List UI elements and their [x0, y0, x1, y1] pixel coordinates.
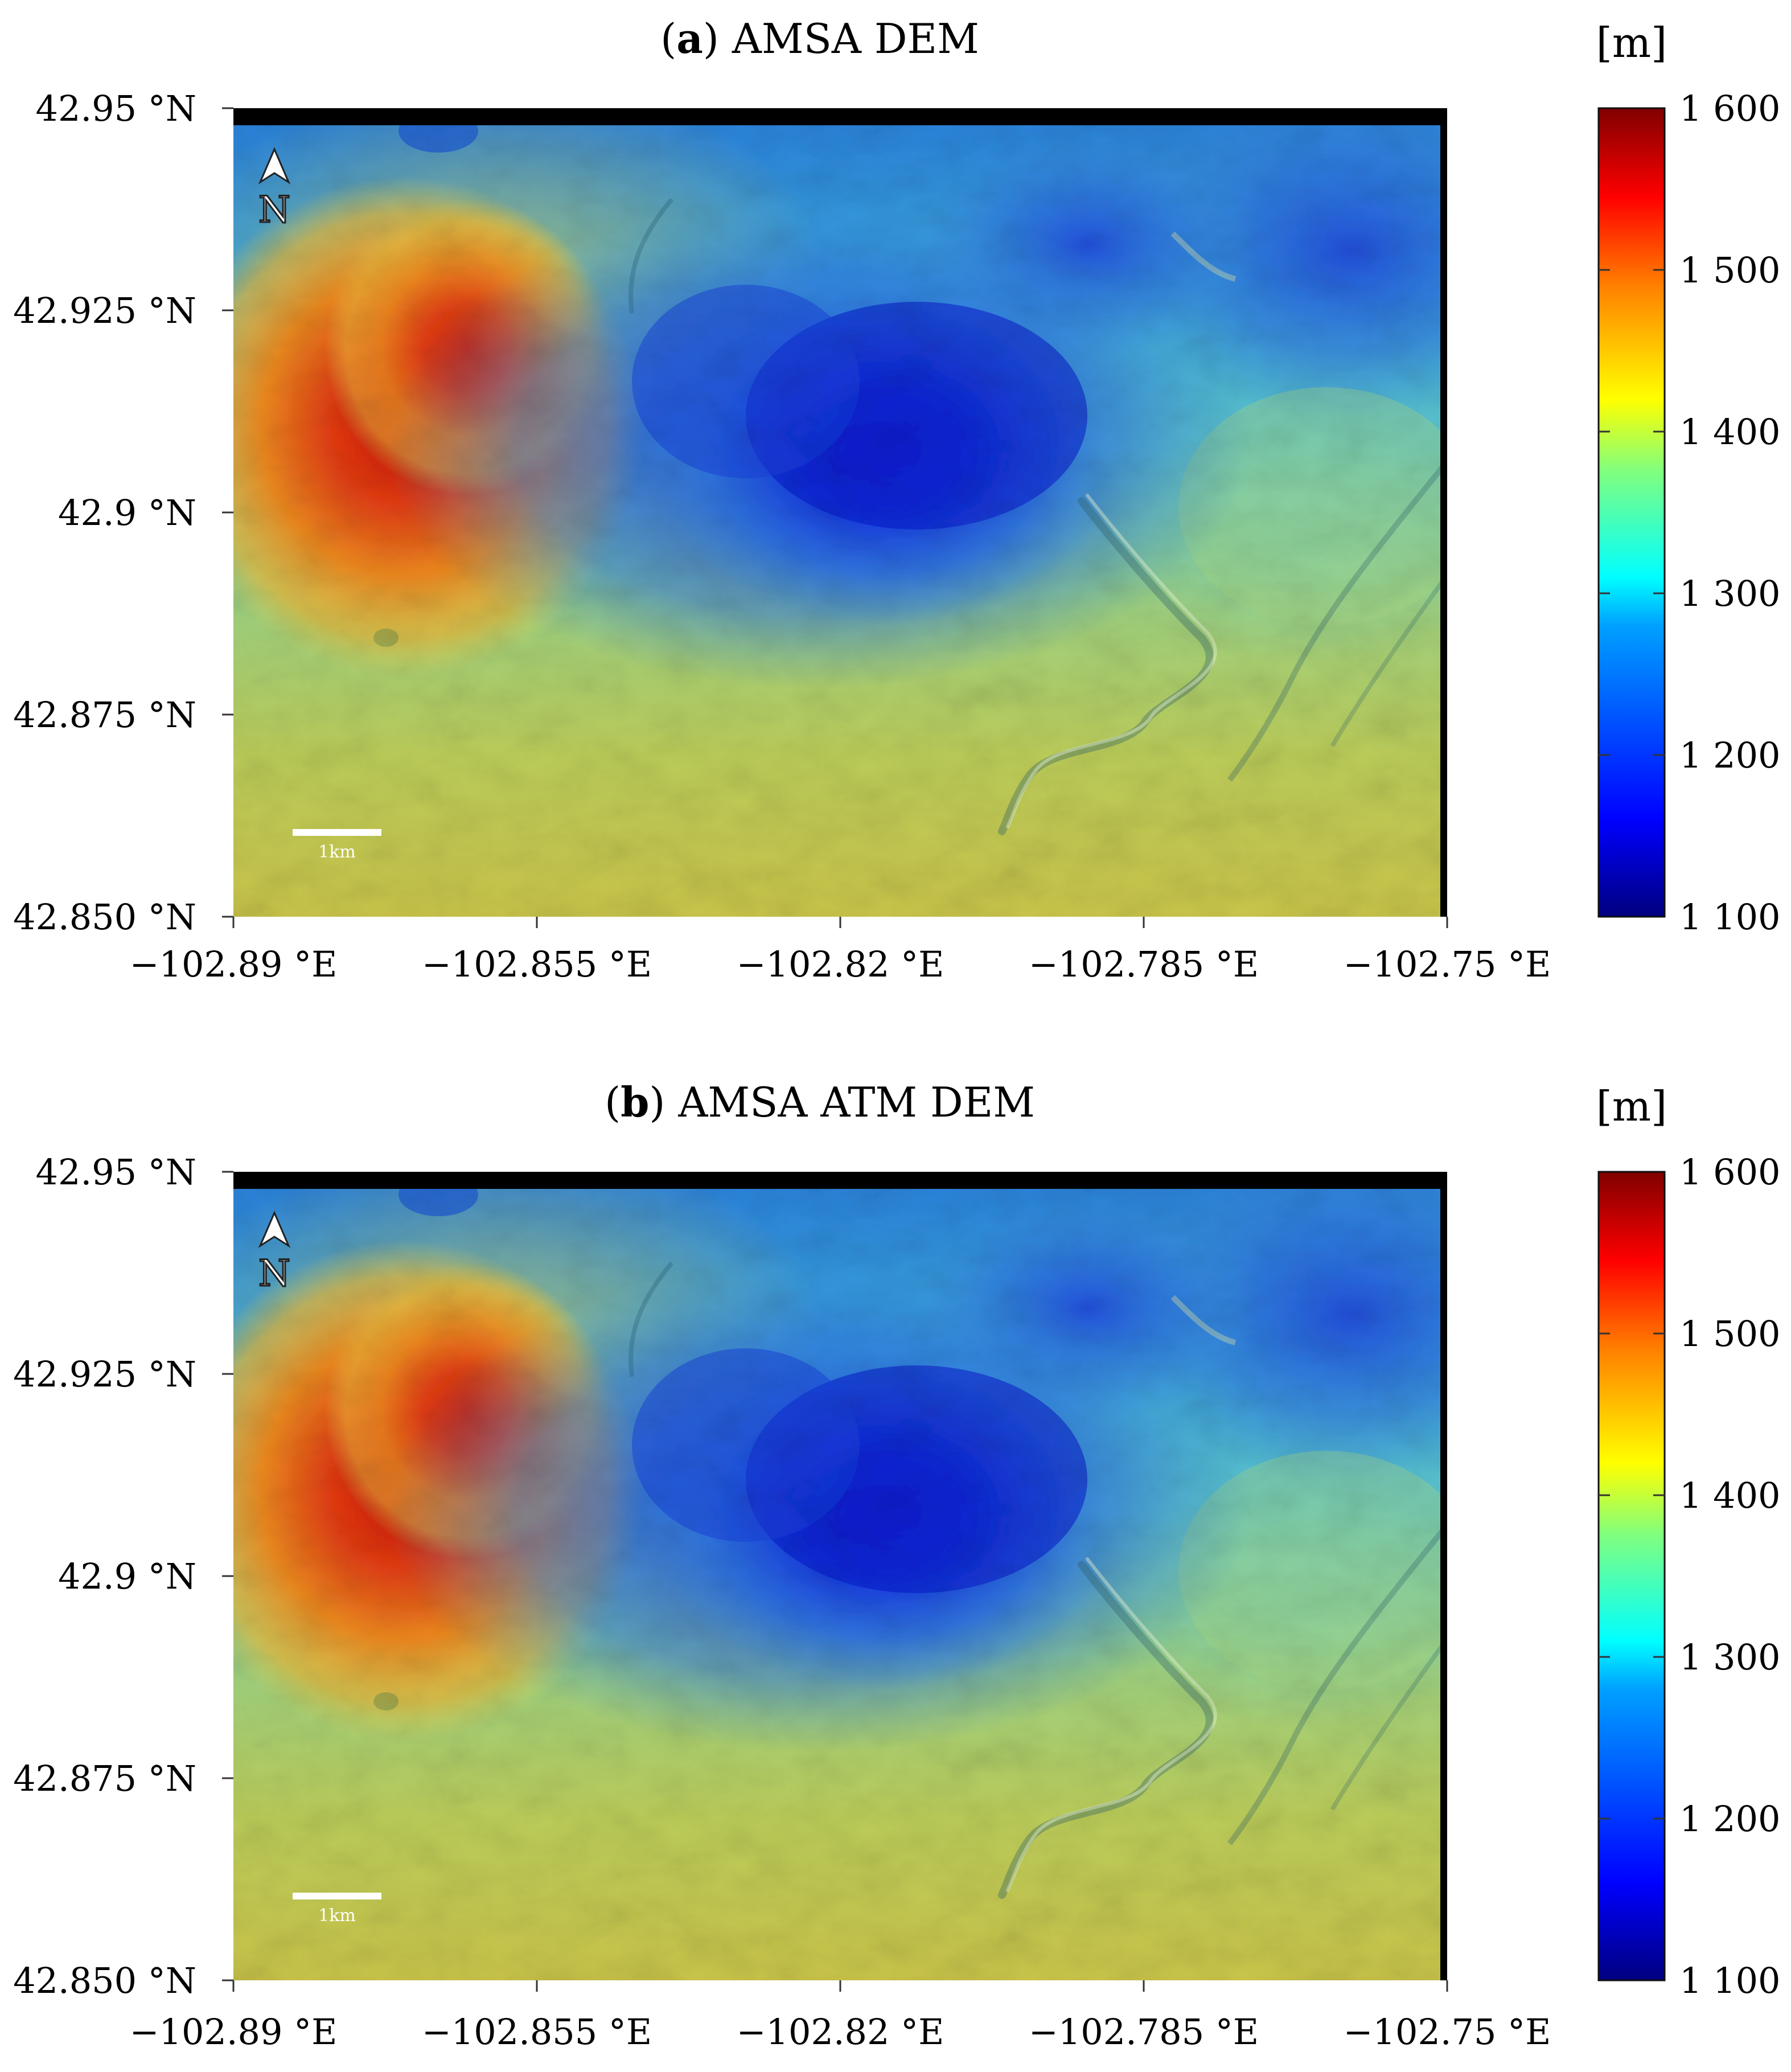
colorbar-tick-label: 1 600 [1679, 88, 1781, 129]
y-axis-labels: 42.95 °N 42.925 °N 42.9 °N 42.875 °N 42.… [13, 1151, 196, 2001]
axis-ticks [222, 107, 1448, 928]
panel-b: (b) AMSA ATM DEM N 1km [13, 1078, 1780, 2053]
y-tick-label: 42.925 °N [13, 290, 196, 331]
y-tick-label: 42.95 °N [36, 1151, 196, 1193]
no-data-strip-top [233, 1172, 1447, 1189]
y-tick-label: 42.875 °N [13, 1758, 196, 1799]
y-tick-label: 42.925 °N [13, 1353, 196, 1395]
x-tick-label: −102.89 °E [130, 2011, 338, 2053]
x-tick-label: −102.75 °E [1344, 943, 1551, 985]
y-tick-label: 42.9 °N [58, 1556, 196, 1597]
x-axis-labels: −102.89 °E −102.855 °E −102.82 °E −102.7… [130, 2011, 1551, 2053]
x-tick-label: −102.82 °E [737, 943, 944, 985]
colorbar-tick-label: 1 200 [1679, 735, 1781, 776]
y-tick-label: 42.850 °N [13, 1960, 196, 2001]
colorbar-tick-labels: 1 600 1 500 1 400 1 300 1 200 1 100 [1679, 88, 1781, 938]
north-arrow-icon: N [258, 147, 291, 232]
colorbar-tick-label: 1 300 [1679, 1636, 1781, 1678]
colorbar-tick-labels: 1 600 1 500 1 400 1 300 1 200 1 100 [1679, 1151, 1781, 2001]
scale-bar: 1km [293, 1893, 381, 1926]
unit-label: [m] [1596, 19, 1667, 67]
colorbar-tick-label: 1 600 [1679, 1151, 1781, 1193]
y-tick-label: 42.875 °N [13, 694, 196, 736]
panel-letter: b [621, 1078, 649, 1126]
colorbar-tick-label: 1 300 [1679, 573, 1781, 614]
unit-label: [m] [1596, 1082, 1667, 1130]
colorbar: [m] 1 600 1 500 1 400 1 300 1 200 1 100 [1596, 1082, 1781, 2001]
colorbar-tick-label: 1 500 [1679, 1313, 1781, 1355]
x-tick-label: −102.75 °E [1344, 2011, 1551, 2053]
no-data-strip-top [233, 108, 1447, 125]
panel-a: (a) AMSA DEM N 1km [13, 14, 1780, 985]
panel-letter: a [676, 14, 703, 63]
x-axis-labels: −102.89 °E −102.855 °E −102.82 °E −102.7… [130, 943, 1551, 985]
x-tick-label: −102.785 °E [1029, 2011, 1259, 2053]
north-label: N [258, 189, 290, 231]
colorbar-tick-label: 1 500 [1679, 249, 1781, 291]
y-tick-label: 42.850 °N [13, 896, 196, 938]
y-tick-label: 42.95 °N [36, 88, 196, 129]
y-axis-labels: 42.95 °N 42.925 °N 42.9 °N 42.875 °N 42.… [13, 88, 196, 938]
panel-title-text: AMSA ATM DEM [677, 1078, 1035, 1126]
axis-ticks [222, 1171, 1448, 1992]
x-tick-label: −102.855 °E [422, 2011, 652, 2053]
colorbar-tick-label: 1 200 [1679, 1798, 1781, 1840]
map-area: N 1km [233, 1172, 1447, 1980]
x-tick-label: −102.785 °E [1029, 943, 1259, 985]
colorbar-tick-label: 1 100 [1679, 1960, 1781, 2001]
x-tick-label: −102.82 °E [737, 2011, 944, 2053]
map-area: N 1km [233, 108, 1447, 917]
y-tick-label: 42.9 °N [58, 492, 196, 534]
scale-bar: 1km [293, 829, 381, 862]
north-arrow-icon: N [258, 1211, 291, 1296]
colorbar-tick-label: 1 400 [1679, 1475, 1781, 1516]
scale-bar-label: 1km [318, 1906, 356, 1926]
panel-title-text: AMSA DEM [732, 15, 979, 63]
north-label: N [258, 1253, 290, 1295]
x-tick-label: −102.855 °E [422, 943, 652, 985]
panel-title: (b) AMSA ATM DEM [605, 1078, 1035, 1126]
scale-bar-label: 1km [318, 842, 356, 862]
colorbar-tick-label: 1 400 [1679, 411, 1781, 453]
no-data-strip-right [1440, 1172, 1447, 1980]
no-data-strip-right [1440, 108, 1447, 917]
colorbar: [m] 1 600 1 500 1 400 1 300 1 200 1 100 [1596, 19, 1781, 938]
x-tick-label: −102.89 °E [130, 943, 338, 985]
panel-title: (a) AMSA DEM [660, 14, 979, 63]
colorbar-tick-label: 1 100 [1679, 896, 1781, 938]
